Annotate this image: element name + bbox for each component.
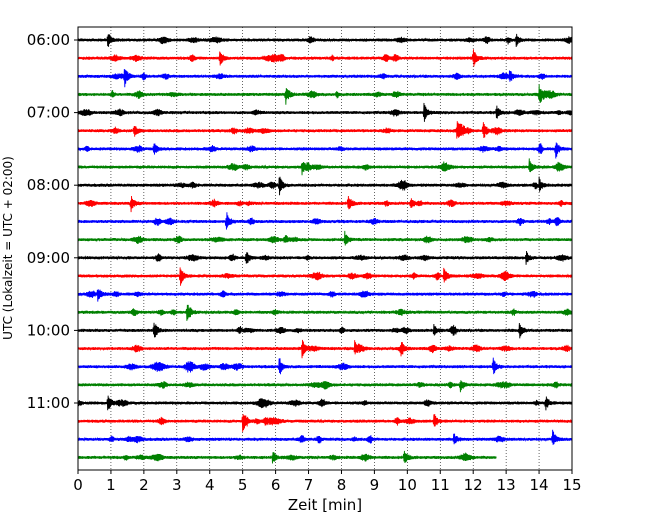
x-tick-label: 8	[337, 476, 347, 494]
trace-row	[77, 212, 573, 230]
x-tick-label: 15	[562, 476, 581, 494]
y-axis-ticks: 06:00 07:00 08:00 09:00 10:00 11:00	[27, 31, 78, 412]
trace-row	[77, 414, 573, 432]
trace-row	[77, 380, 573, 393]
x-tick-label: 7	[304, 476, 314, 494]
x-tick-label: 4	[205, 476, 215, 494]
trace-row	[77, 176, 573, 196]
x-tick-label: 0	[73, 476, 83, 494]
x-tick-label: 9	[370, 476, 380, 494]
trace-row	[77, 142, 573, 159]
trace-row	[77, 121, 573, 139]
x-tick-label: 11	[431, 476, 450, 494]
y-tick-label: 10:00	[27, 321, 70, 339]
x-tick-label: 3	[172, 476, 182, 494]
trace-row	[77, 339, 573, 359]
trace-row	[77, 395, 573, 411]
y-tick-label: 07:00	[27, 104, 70, 122]
trace-row	[77, 158, 573, 176]
trace-row	[77, 322, 573, 339]
x-tick-label: 5	[238, 476, 248, 494]
trace-row	[77, 267, 573, 286]
trace-row	[77, 230, 573, 246]
trace-row	[77, 196, 573, 213]
x-tick-label: 6	[271, 476, 281, 494]
x-axis-label: Zeit [min]	[288, 496, 362, 514]
x-tick-label: 12	[464, 476, 483, 494]
x-tick-label: 13	[497, 476, 516, 494]
trace-row	[77, 33, 573, 47]
x-tick-label: 14	[530, 476, 549, 494]
y-tick-label: 06:00	[27, 31, 70, 49]
y-tick-label: 08:00	[27, 176, 70, 194]
trace-row	[77, 102, 573, 122]
x-axis-ticks: 0 1 2 3 4 5 6 7 8 9 10 11 12 13 14 15	[73, 470, 582, 494]
trace-row	[77, 429, 573, 445]
trace-row	[77, 304, 573, 321]
trace-row	[77, 289, 573, 302]
trace-row	[77, 450, 497, 464]
x-tick-label: 1	[106, 476, 116, 494]
trace-row	[77, 250, 573, 265]
plot-frame	[77, 26, 573, 471]
trace-row	[77, 49, 573, 67]
x-tick-label: 2	[139, 476, 149, 494]
trace-row	[77, 68, 573, 88]
y-tick-label: 11:00	[27, 394, 70, 412]
y-axis-label: UTC (Lokalzeit = UTC + 02:00)	[1, 156, 15, 340]
trace-row	[77, 357, 573, 375]
trace-row	[77, 84, 573, 105]
y-tick-label: 09:00	[27, 249, 70, 267]
seismic-traces	[77, 33, 573, 464]
vertical-grid	[110, 27, 540, 470]
x-tick-label: 10	[398, 476, 417, 494]
